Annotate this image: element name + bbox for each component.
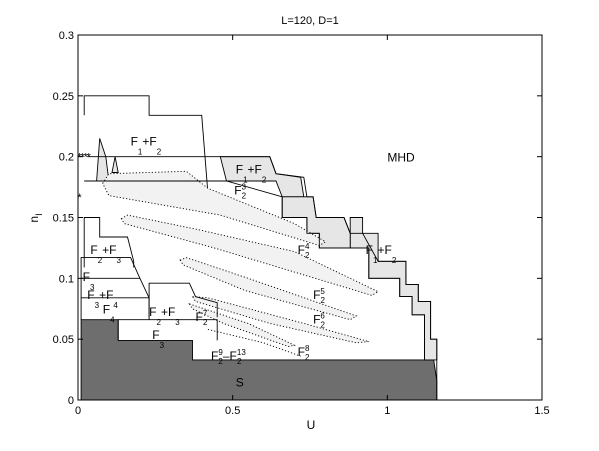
region-F2-7 — [188, 303, 296, 347]
region-label-F1F2-mid: F1+F2 — [236, 163, 267, 185]
region-label-F3-left: F3 — [83, 270, 95, 292]
x-axis-label: U — [307, 418, 316, 432]
y-tick-label: 0.25 — [53, 91, 74, 103]
region-label-F2F3-upper: F2+F3 — [90, 243, 121, 265]
region-F2-8 — [207, 328, 301, 357]
region-F3-bottom — [117, 319, 218, 341]
region-left-spike-2 — [111, 156, 119, 173]
region-label-F2F3-lower: F2+F3 — [149, 305, 180, 327]
x-tick-label: 0 — [75, 405, 81, 417]
region-label-F2-4: F4 2 — [298, 242, 310, 260]
y-tick-label: 0.05 — [53, 334, 74, 346]
chart-title: L=120, D=1 — [281, 15, 339, 27]
region-label-F2-5: F5 2 — [313, 287, 325, 305]
asterisk-marker: * — [80, 152, 85, 164]
region-label-F3-bottom: F3 — [152, 328, 164, 350]
region-label-F2-8: F8 2 — [298, 344, 310, 362]
region-label-F2-3: F3 2 — [234, 182, 246, 200]
regions-layer: ***** — [77, 95, 438, 400]
y-tick-label: 0.1 — [59, 273, 74, 285]
asterisk-marker: * — [77, 192, 82, 204]
region-F2-3 — [102, 170, 327, 246]
region-label-F2-6: F6 2 — [313, 311, 325, 329]
region-label-F2-9-13: F9 2–F13 2 — [211, 348, 246, 366]
region-label-F1F2-right: F1+F2 — [366, 243, 397, 265]
region-F1F2-top — [83, 95, 209, 194]
asterisk-marker: * — [84, 152, 89, 164]
asterisk-marker: * — [77, 152, 82, 164]
x-tick-label: 1.5 — [534, 405, 549, 417]
region-inner-boundary — [84, 180, 425, 360]
region-F2-4 — [120, 214, 380, 296]
region-F2-5 — [179, 257, 358, 321]
y-tick-label: 0.2 — [59, 152, 74, 164]
region-label-F4: F4 — [103, 303, 115, 325]
y-tick-label: 0 — [68, 395, 74, 407]
region-label-F3F4: F3+F4 — [87, 288, 118, 310]
y-tick-label: 0.15 — [53, 213, 74, 225]
region-label-MHD-boundary: MHD — [387, 151, 415, 165]
svg-text:nI: nI — [27, 213, 44, 222]
region-label-S: S — [236, 376, 244, 390]
y-axis-label: nI — [27, 213, 44, 222]
x-tick-label: 0.5 — [225, 405, 240, 417]
y-tick-label: 0.3 — [59, 30, 74, 42]
region-label-F1F2-top: F1+F2 — [131, 135, 162, 157]
asterisk-marker: * — [87, 152, 92, 164]
region-F3-left — [80, 257, 141, 279]
region-F2-6 — [191, 296, 369, 344]
x-tick-label: 1 — [384, 405, 390, 417]
region-label-F2-7: F7 2 — [196, 309, 208, 327]
region-F2F3-lower — [148, 282, 218, 318]
region-F2F3-upper — [83, 217, 135, 268]
region-MHD-boundary — [87, 156, 438, 400]
